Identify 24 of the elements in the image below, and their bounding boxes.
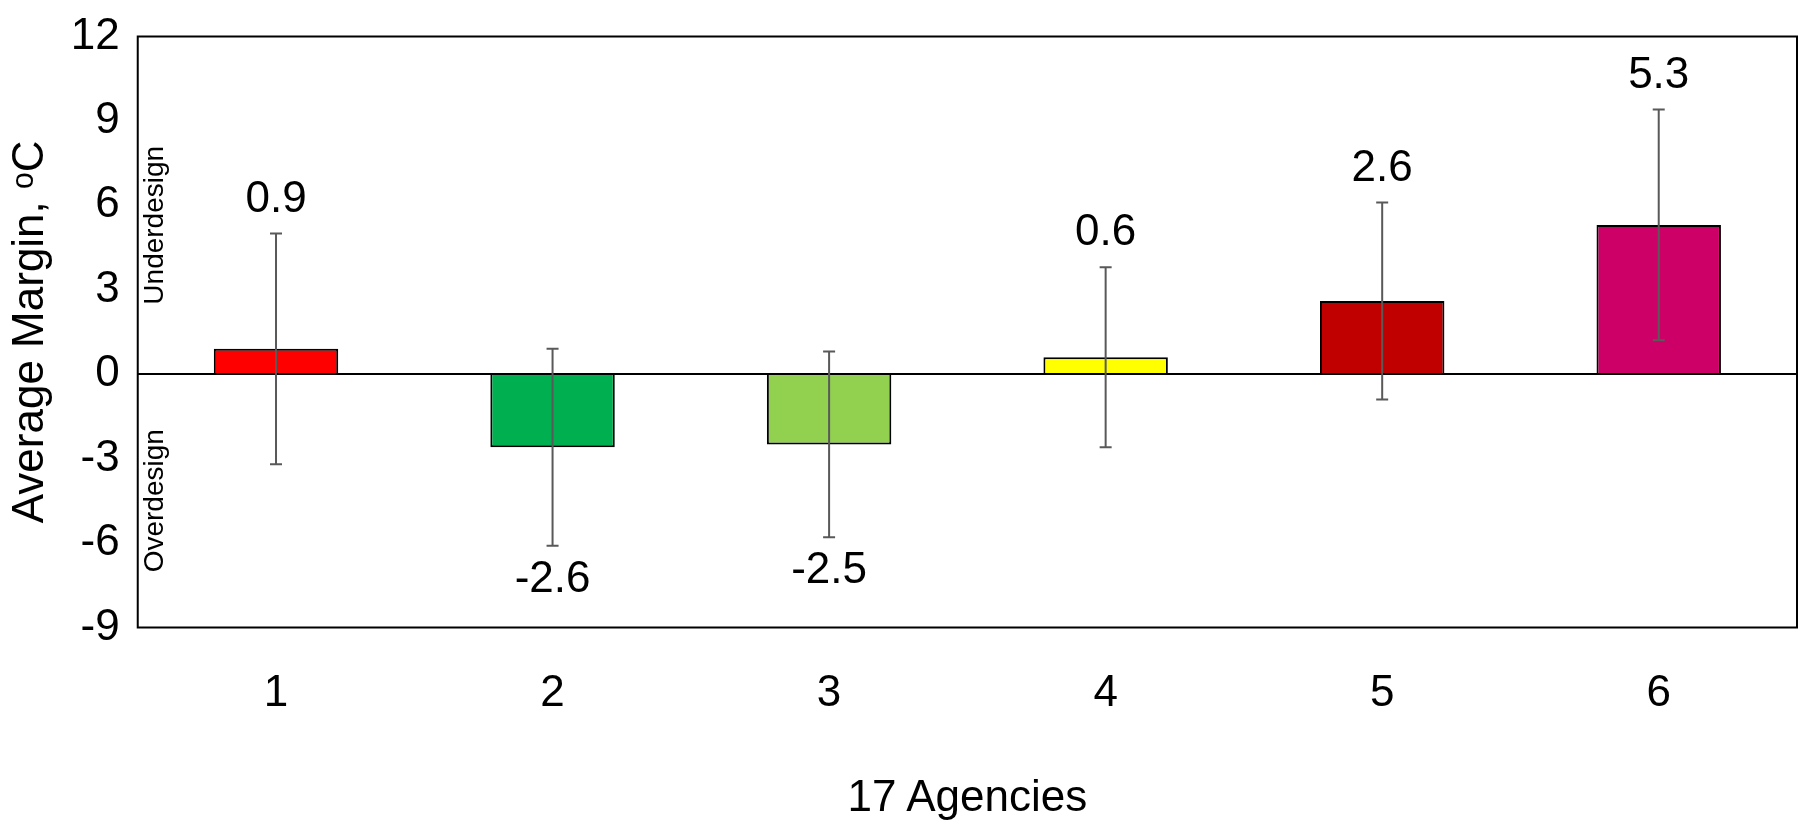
annotation: Overdesign xyxy=(138,429,170,573)
x-tick-label: 1 xyxy=(263,665,289,715)
x-tick-label: 5 xyxy=(1369,665,1395,715)
y-tick-label: 0 xyxy=(95,346,120,396)
annotation: Underdesign xyxy=(138,145,170,305)
data-label: -2.6 xyxy=(514,551,591,601)
x-tick-label: 6 xyxy=(1646,665,1671,715)
data-label: -2.5 xyxy=(791,543,868,593)
y-tick-label: 12 xyxy=(70,8,120,58)
x-axis-title: 17 Agencies xyxy=(847,770,1088,820)
x-tick-label: 2 xyxy=(540,665,565,715)
y-axis-title: Average Margin, ᵒC xyxy=(2,140,52,524)
y-tick-label: 6 xyxy=(95,177,120,227)
y-tick-label: 3 xyxy=(95,261,120,311)
data-label: 0.9 xyxy=(245,171,307,221)
x-tick-label: 3 xyxy=(816,665,842,715)
x-tick-label: 4 xyxy=(1093,665,1118,715)
y-tick-label: -3 xyxy=(80,430,120,480)
data-label: 5.3 xyxy=(1628,47,1690,97)
y-tick-label: -6 xyxy=(80,515,120,565)
y-tick-label: -9 xyxy=(80,599,120,649)
y-tick-label: 9 xyxy=(95,92,120,142)
data-label: 2.6 xyxy=(1351,140,1413,190)
data-label: 0.6 xyxy=(1075,205,1137,255)
